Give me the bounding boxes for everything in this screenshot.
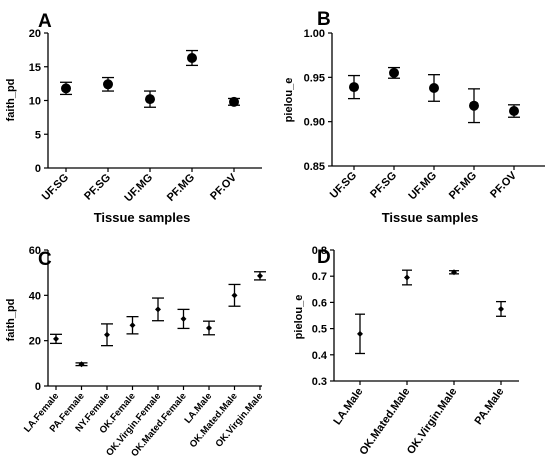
data-point [469,100,479,111]
x-tick-label: UF.MG [406,170,439,203]
x-tick-label: UF.SG [328,170,359,201]
y-tick-label: 0 [35,381,41,393]
x-tick-label: UF.SG [40,172,71,203]
y-tick-label: 1.00 [304,28,325,40]
data-point [229,96,239,107]
y-tick-label: 0.90 [304,117,325,129]
data-point [451,269,457,276]
y-tick-label: 0.3 [312,376,327,388]
y-tick-label: 0.7 [312,271,327,283]
y-tick-label: 0.4 [312,350,328,362]
x-tick-label: PF.SG [368,170,399,201]
data-point [61,83,71,94]
data-point [349,82,359,93]
y-tick-label: 10 [29,96,41,108]
data-point [155,306,161,313]
panel-c-chart: 0204060faith_pdLA.FemalePA.FemaleNY.Fema… [5,245,266,459]
panel-d-chart: 0.3 0.4 0.5 0.6 0.7 0.8 pielou_e LA.MaleOK.Mate… [293,245,519,457]
x-tick-label: OK.Virgin.Male [405,386,460,457]
x-tick-label: LA.Male [331,386,365,427]
data-point [498,305,504,312]
data-point [509,106,519,117]
data-point [187,52,197,63]
data-point [257,272,263,279]
y-axis-title: faith_pd [5,299,17,342]
y-axis-title: faith_pd [5,79,17,122]
data-point [103,79,113,90]
x-axis-title: Tissue samples [94,210,191,225]
data-point [180,315,187,322]
y-tick-label: 20 [29,336,41,348]
y-tick-label: 60 [29,245,41,257]
data-point [104,331,110,338]
panel-a-chart: 0 5 10 15 20 faith_pd Tissue samples UF.SG PF.SG… [5,28,262,225]
data-point [404,274,410,281]
y-tick-label: 0.5 [312,324,327,336]
panel-b-chart: 0.85 0.90 0.95 1.00 pielou_e Tissue samples UF… [283,28,545,225]
y-axis-title: pielou_e [283,78,295,123]
data-point [129,322,136,329]
panel-letter-a: A [38,11,52,32]
y-tick-label: 0.8 [312,245,327,257]
x-tick-label: PF.OV [488,169,519,200]
panel-letter-d: D [317,247,331,268]
x-tick-label: OK.Virgin.Male [214,391,266,450]
data-point [78,361,85,368]
y-tick-label: 15 [29,62,41,74]
y-tick-label: 0 [35,163,41,175]
data-point [231,292,238,299]
data-point [429,82,439,93]
data-point [206,324,212,331]
x-tick-label: PF.MG [165,172,197,204]
y-tick-label: 40 [29,290,41,302]
x-tick-label: PF.MG [447,170,479,202]
y-axis-title: pielou_e [293,295,305,340]
x-tick-label: PF.SG [82,172,113,203]
x-tick-label: OK.Mated.Male [357,386,412,457]
data-point [145,94,155,105]
x-tick-label: PF.OV [208,171,239,202]
y-tick-label: 5 [35,129,41,141]
x-tick-label: UF.MG [122,172,155,205]
data-point [357,330,363,337]
x-axis-title: Tissue samples [382,210,479,225]
data-point [53,335,59,342]
y-tick-label: 20 [29,28,41,40]
y-tick-label: 0.6 [312,297,327,309]
y-tick-label: 0.95 [304,72,325,84]
panel-letter-b: B [317,9,331,30]
data-point [389,67,399,78]
y-tick-label: 0.85 [304,161,325,173]
x-tick-label: PA.Male [473,386,507,427]
